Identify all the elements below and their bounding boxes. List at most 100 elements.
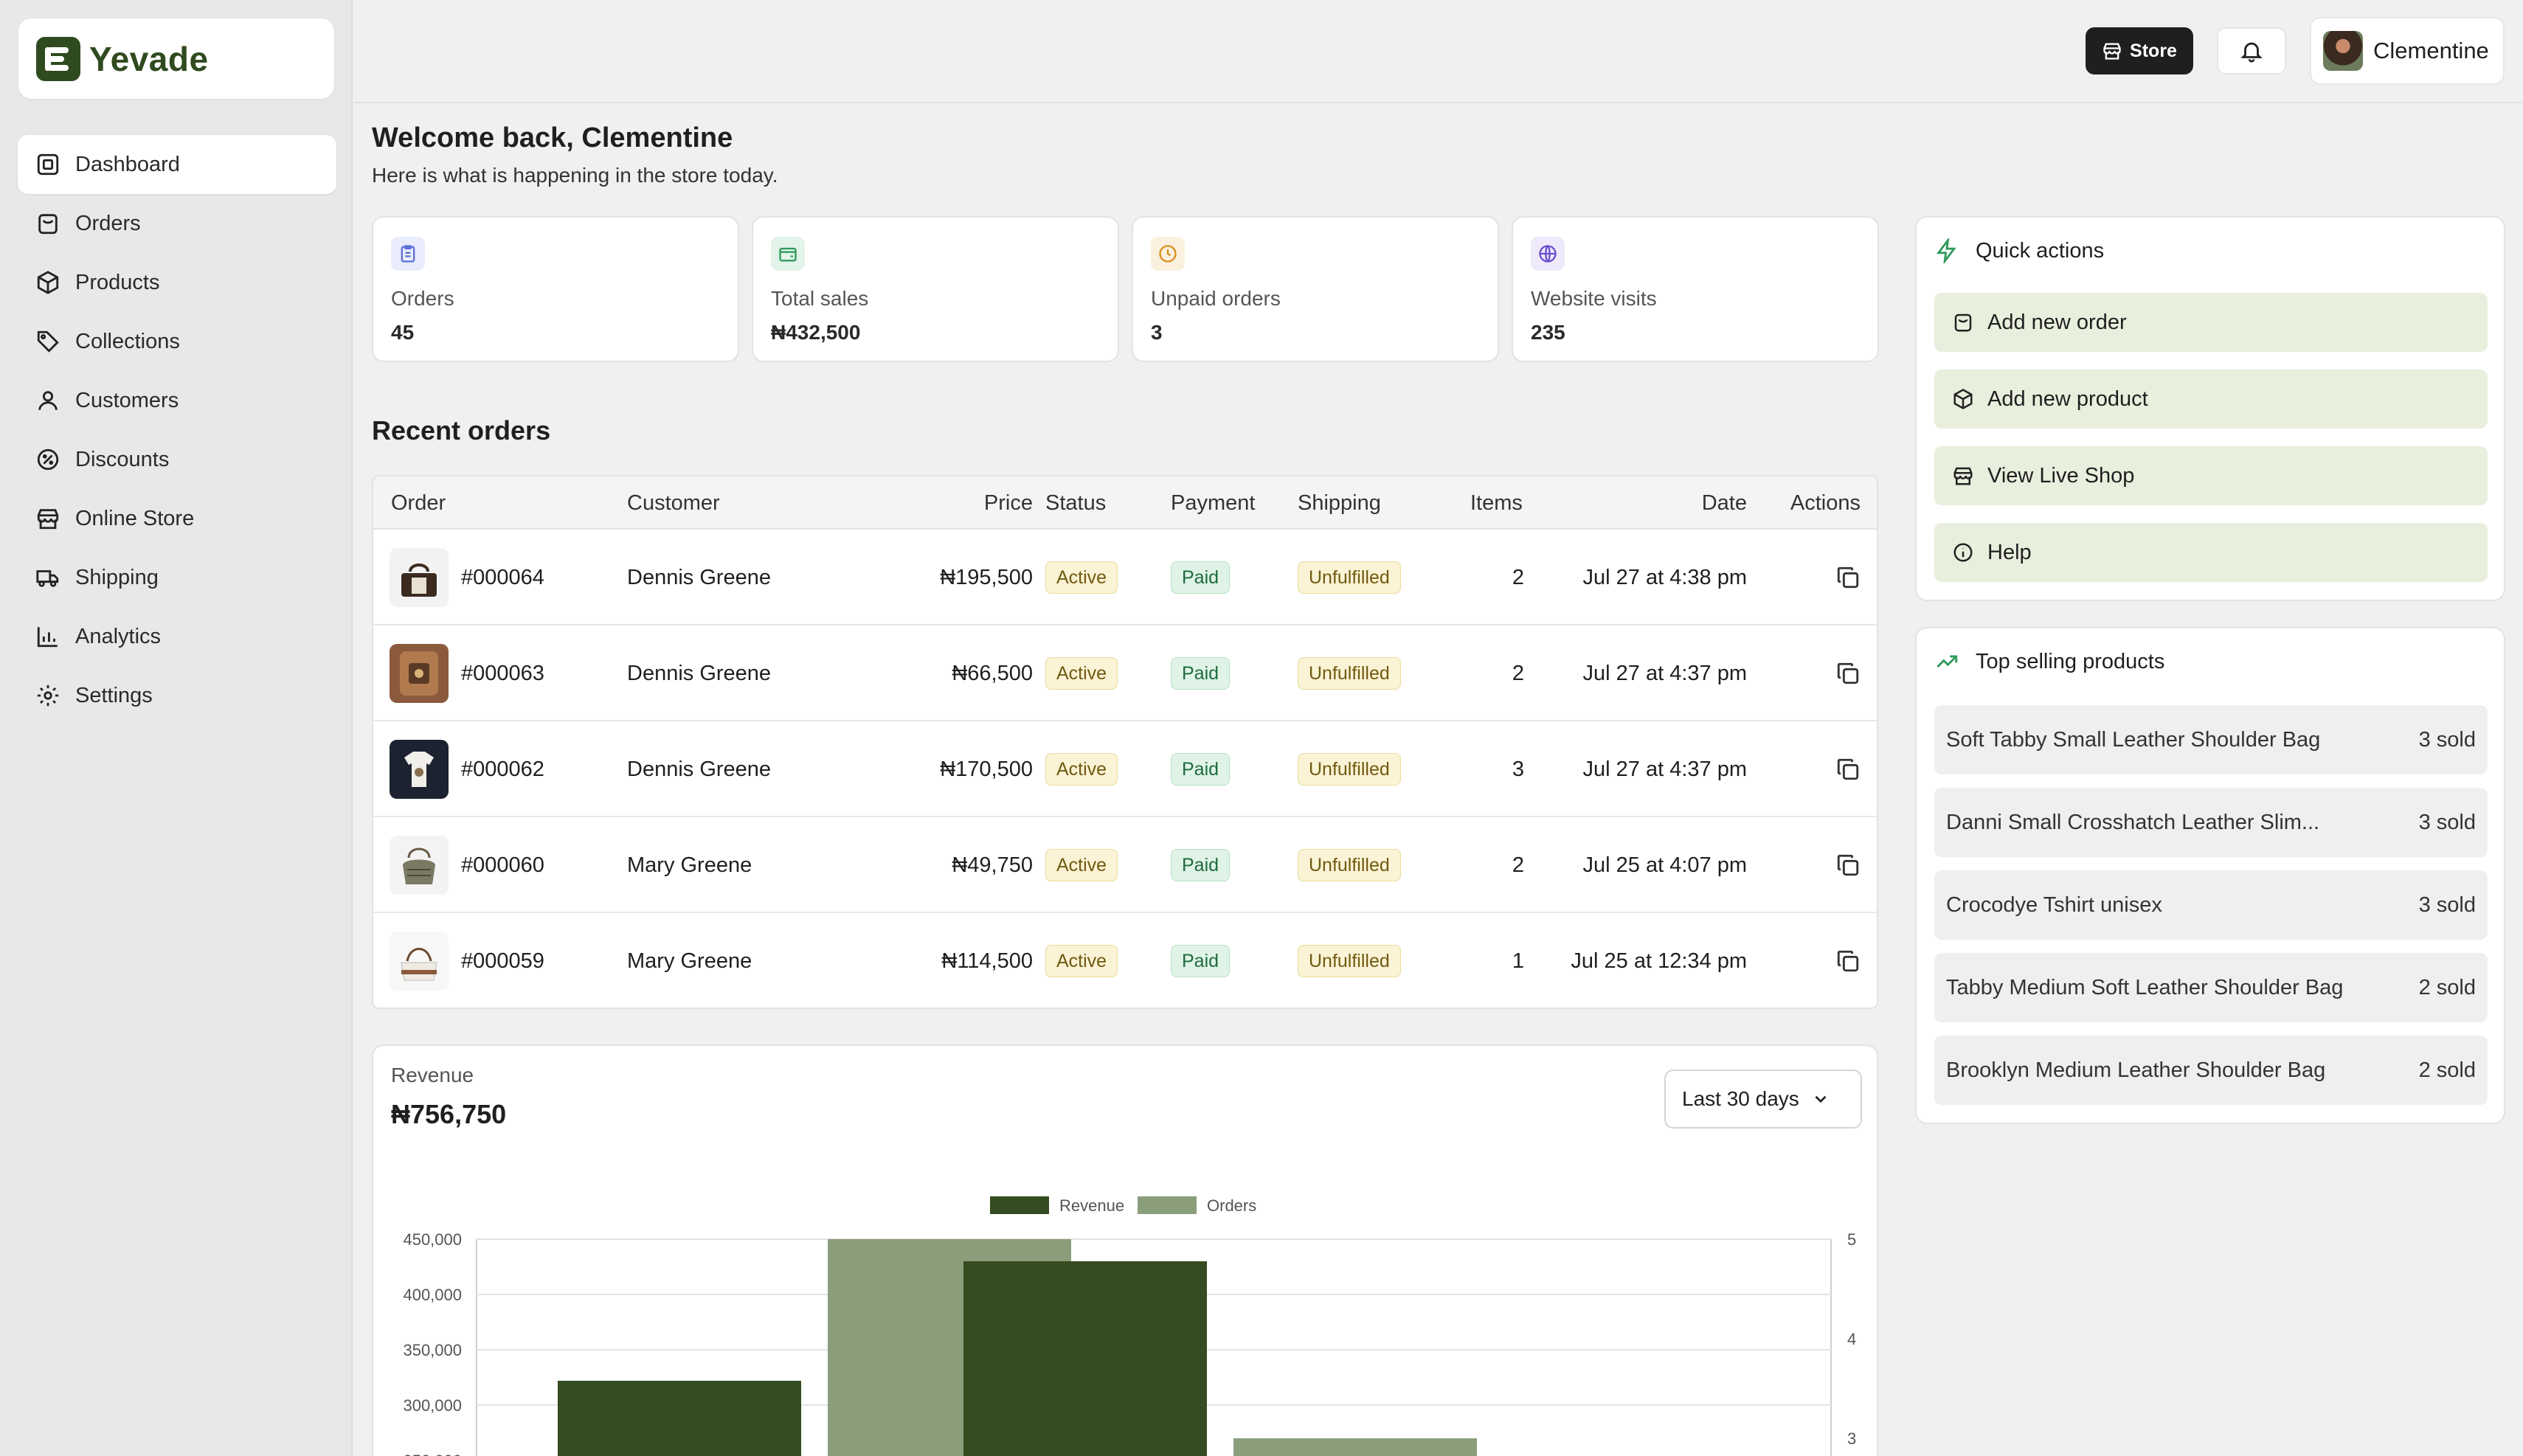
analytics-icon: [37, 627, 58, 648]
sidebar-item-analytics[interactable]: Analytics: [18, 607, 336, 666]
order-date: Jul 25 at 4:07 pm: [1582, 853, 1747, 877]
help-button[interactable]: Help: [1934, 523, 2488, 582]
order-number[interactable]: #000063: [461, 661, 544, 685]
column-header[interactable]: Status: [1045, 491, 1107, 515]
table-row[interactable]: #000059 Mary Greene ₦114,500 Active Paid…: [373, 913, 1877, 1008]
add-new-product-button[interactable]: Add new product: [1934, 370, 2488, 429]
stat-label: Unpaid orders: [1151, 287, 1281, 310]
notifications-button[interactable]: [2217, 27, 2286, 74]
order-price: ₦66,500: [952, 661, 1033, 685]
status-cell: Active: [1045, 721, 1118, 817]
bar-revenue: [963, 1261, 1207, 1456]
sidebar-item-online-store[interactable]: Online Store: [18, 489, 336, 548]
copy-button[interactable]: [1835, 625, 1861, 721]
store-button[interactable]: Store: [2086, 27, 2193, 74]
table-row[interactable]: #000064 Dennis Greene ₦195,500 Active Pa…: [373, 530, 1877, 625]
table-row[interactable]: #000062 Dennis Greene ₦170,500 Active Pa…: [373, 721, 1877, 817]
revenue-label: Revenue: [391, 1064, 474, 1086]
sidebar-item-label: Collections: [75, 329, 180, 353]
shipping-cell: Unfulfilled: [1298, 530, 1401, 625]
sidebar-item-discounts[interactable]: Discounts: [18, 430, 336, 489]
order-number[interactable]: #000060: [461, 853, 544, 877]
wallet-icon: [771, 237, 805, 271]
sold-count: 3 sold: [2418, 727, 2476, 752]
sidebar-item-dashboard[interactable]: Dashboard: [18, 135, 336, 194]
copy-icon: [1837, 950, 1859, 972]
quick-actions-header: Quick actions: [1934, 238, 2104, 263]
list-item[interactable]: Tabby Medium Soft Leather Shoulder Bag 2…: [1934, 953, 2488, 1022]
list-item[interactable]: Soft Tabby Small Leather Shoulder Bag 3 …: [1934, 705, 2488, 774]
sidebar-item-shipping[interactable]: Shipping: [18, 548, 336, 607]
add-new-order-button[interactable]: Add new order: [1934, 293, 2488, 352]
status-badge: Active: [1045, 945, 1118, 977]
product-thumbnail: [390, 817, 449, 913]
order-icon: [1954, 313, 1972, 332]
sidebar-item-settings[interactable]: Settings: [18, 666, 336, 725]
logo-icon: [36, 36, 80, 81]
shipping-cell: Unfulfilled: [1298, 913, 1401, 1008]
order-number[interactable]: #000059: [461, 949, 544, 973]
sidebar-nav: Dashboard Orders Products Collections Cu…: [18, 135, 336, 725]
order-number[interactable]: #000064: [461, 565, 544, 589]
shipping-badge: Unfulfilled: [1298, 561, 1401, 594]
list-item[interactable]: Crocodye Tshirt unisex 3 sold: [1934, 870, 2488, 940]
column-header[interactable]: Customer: [627, 491, 720, 515]
copy-icon: [1837, 662, 1859, 684]
status-cell: Active: [1045, 625, 1118, 721]
trending-up-icon: [1937, 655, 1958, 668]
column-header[interactable]: Date: [1701, 491, 1747, 515]
payment-badge: Paid: [1171, 945, 1231, 977]
order-number[interactable]: #000062: [461, 757, 544, 781]
items-count: 2: [1512, 853, 1524, 877]
sidebar-item-orders[interactable]: Orders: [18, 194, 336, 253]
customer-name: Mary Greene: [627, 949, 752, 973]
y-right-tick-label: 4: [1847, 1330, 1856, 1348]
date-range-select[interactable]: Last 30 days: [1664, 1070, 1862, 1129]
list-item[interactable]: Brooklyn Medium Leather Shoulder Bag 2 s…: [1934, 1036, 2488, 1105]
column-header[interactable]: Actions: [1790, 491, 1861, 515]
table-row[interactable]: #000063 Dennis Greene ₦66,500 Active Pai…: [373, 625, 1877, 721]
copy-button[interactable]: [1835, 721, 1861, 817]
products-icon: [37, 271, 59, 294]
page-subtitle: Here is what is happening in the store t…: [372, 164, 778, 187]
top-selling-header: Top selling products: [1934, 649, 2164, 674]
copy-icon: [1837, 758, 1859, 780]
sidebar-item-collections[interactable]: Collections: [18, 312, 336, 371]
items-count: 1: [1512, 949, 1524, 973]
sidebar-item-label: Online Store: [75, 506, 195, 530]
order-price: ₦170,500: [940, 757, 1033, 781]
copy-button[interactable]: [1835, 817, 1861, 913]
column-header[interactable]: Shipping: [1298, 491, 1381, 515]
payment-cell: Paid: [1171, 721, 1231, 817]
payment-badge: Paid: [1171, 561, 1231, 594]
column-header[interactable]: Price: [983, 491, 1033, 515]
status-badge: Active: [1045, 561, 1118, 594]
y-right-tick-label: 3: [1847, 1429, 1856, 1448]
view-live-shop-button[interactable]: View Live Shop: [1934, 446, 2488, 505]
product-name: Brooklyn Medium Leather Shoulder Bag: [1946, 1058, 2326, 1082]
topbar: [354, 0, 2523, 103]
table-row[interactable]: #000060 Mary Greene ₦49,750 Active Paid …: [373, 817, 1877, 913]
column-header[interactable]: Payment: [1171, 491, 1256, 515]
column-header[interactable]: Order: [391, 491, 446, 515]
user-menu[interactable]: Clementine: [2310, 17, 2505, 85]
copy-button[interactable]: [1835, 913, 1861, 1008]
clipboard-icon: [391, 237, 425, 271]
copy-icon: [1837, 566, 1859, 589]
bolt-icon: [1936, 238, 1956, 263]
shop-icon: [1953, 467, 1973, 485]
list-item[interactable]: Danni Small Crosshatch Leather Slim... 3…: [1934, 788, 2488, 857]
quick-actions-title: Quick actions: [1976, 238, 2105, 263]
column-header[interactable]: Items: [1470, 491, 1523, 515]
y-left-tick-label: 300,000: [403, 1396, 462, 1415]
copy-button[interactable]: [1835, 530, 1861, 625]
sidebar-item-products[interactable]: Products: [18, 253, 336, 312]
order-price: ₦49,750: [952, 853, 1033, 877]
brand-logo[interactable]: Yevade: [18, 18, 334, 99]
sidebar-item-customers[interactable]: Customers: [18, 371, 336, 430]
top-selling-panel: Top selling products Soft Tabby Small Le…: [1915, 627, 2505, 1124]
orders-icon: [38, 214, 58, 235]
stat-card-unpaid-orders: Unpaid orders 3: [1132, 216, 1499, 362]
order-date: Jul 27 at 4:37 pm: [1582, 757, 1747, 781]
y-left-tick-label: 400,000: [403, 1286, 462, 1304]
